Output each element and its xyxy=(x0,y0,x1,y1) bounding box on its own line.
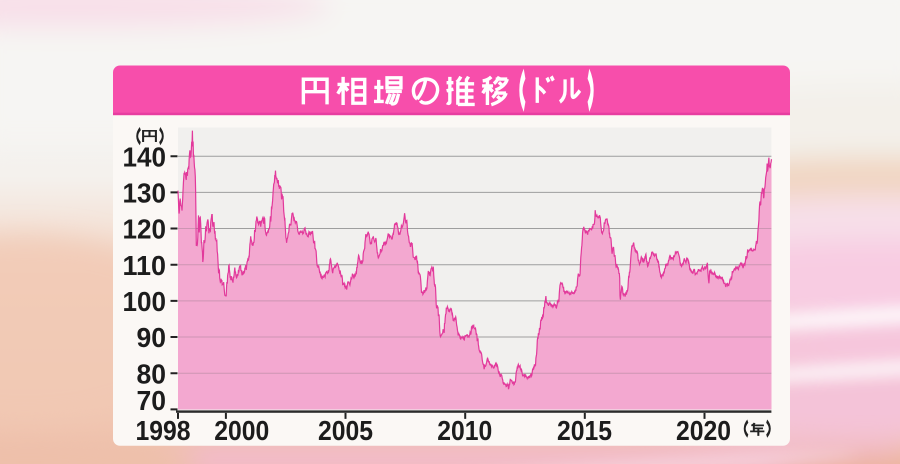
svg-text:110: 110 xyxy=(123,250,167,281)
svg-text:80: 80 xyxy=(137,358,167,389)
svg-text:130: 130 xyxy=(123,178,167,209)
svg-text:2020: 2020 xyxy=(676,415,731,446)
svg-text:2015: 2015 xyxy=(557,415,612,446)
svg-text:90: 90 xyxy=(137,322,167,353)
svg-text:70: 70 xyxy=(137,385,167,416)
svg-text:140: 140 xyxy=(123,141,167,172)
svg-text:2010: 2010 xyxy=(437,415,492,446)
svg-text:100: 100 xyxy=(123,286,167,317)
svg-text:120: 120 xyxy=(123,214,167,245)
svg-text:1998: 1998 xyxy=(136,415,191,446)
svg-text:2005: 2005 xyxy=(318,415,373,446)
svg-text:2000: 2000 xyxy=(214,415,269,446)
